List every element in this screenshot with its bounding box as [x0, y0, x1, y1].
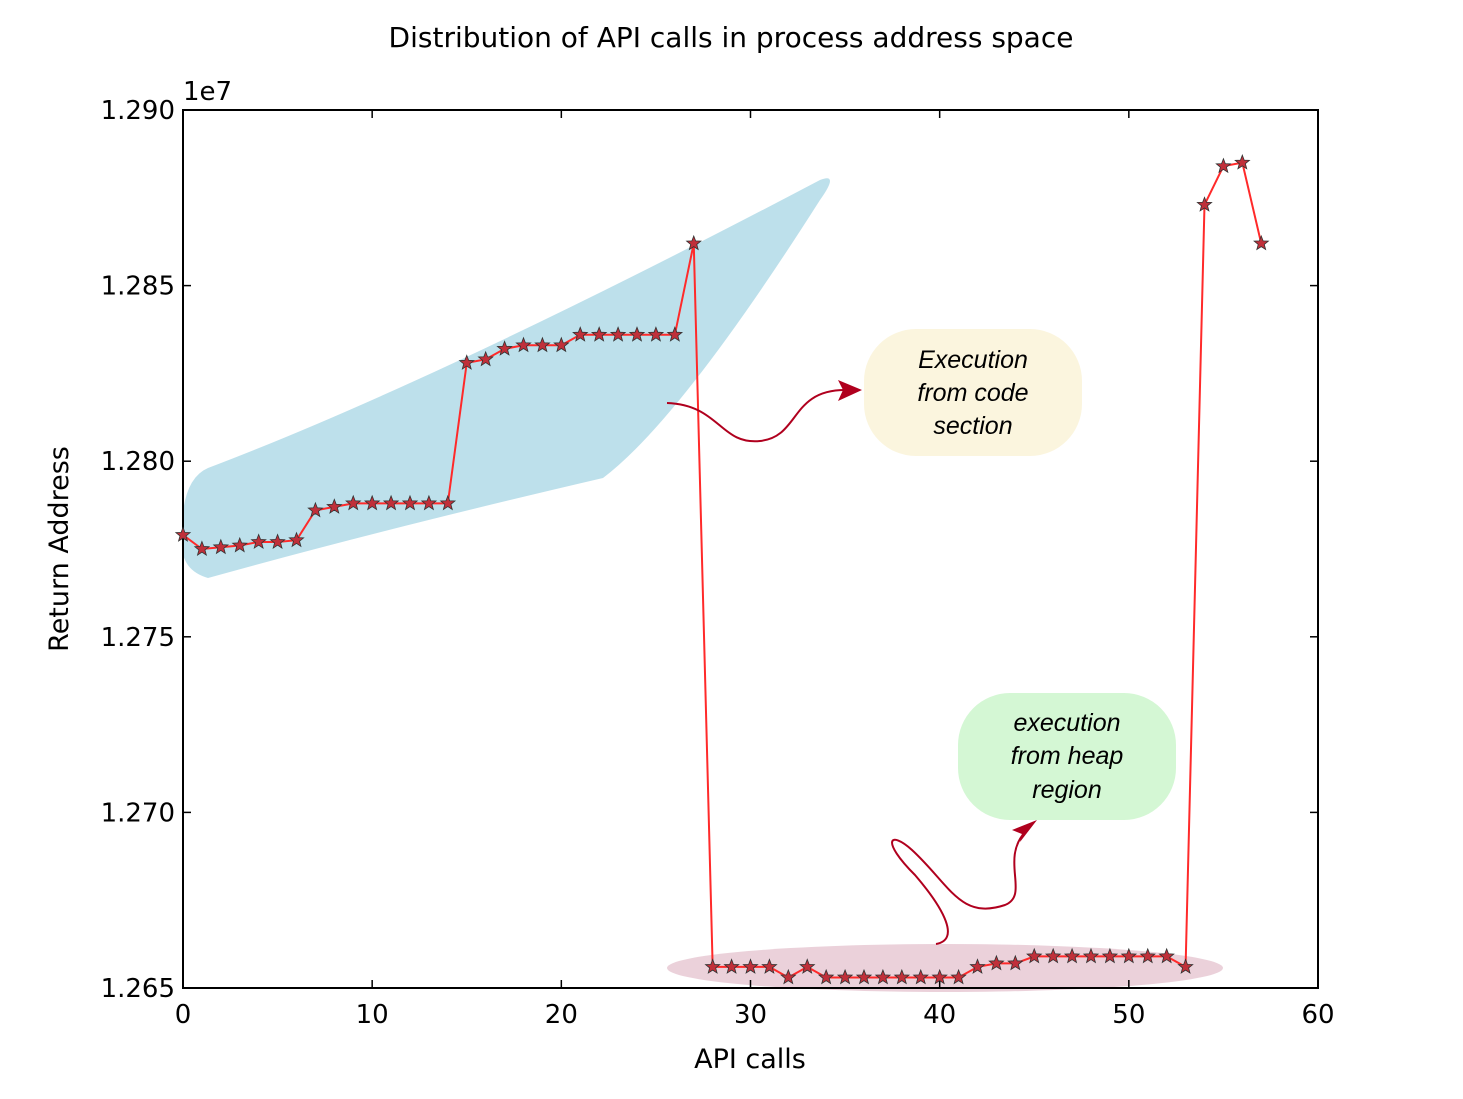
data-point-star — [477, 350, 494, 367]
code-callout-arrow — [666, 389, 846, 443]
data-point-star — [1120, 947, 1138, 964]
data-point-star — [817, 968, 835, 985]
y-tick-label: 1.280 — [101, 447, 175, 477]
y-tick-label: 1.275 — [101, 623, 175, 653]
x-axis: 0 10 20 30 40 50 60 — [175, 110, 1335, 1030]
chart-title: Distribution of API calls in process add… — [389, 21, 1074, 54]
heap-callout-line-1: execution — [1013, 709, 1120, 737]
heap-callout-arrow — [891, 831, 1026, 945]
data-point-star — [685, 234, 702, 251]
data-point-star — [874, 968, 892, 985]
data-point-star — [1196, 196, 1213, 212]
code-arrowhead-icon — [838, 380, 862, 401]
y-tick-label: 1.290 — [101, 96, 175, 126]
y-tick-label: 1.285 — [101, 272, 175, 302]
y-axis-offset-label: 1e7 — [183, 77, 232, 107]
data-point-star — [609, 326, 627, 342]
series-layer — [182, 161, 1263, 979]
data-point-star — [931, 968, 948, 985]
y-axis-title: Return Address — [44, 446, 75, 652]
data-point-star — [799, 958, 816, 974]
data-point-star — [780, 968, 797, 985]
code-callout-line-1: Execution — [918, 346, 1028, 374]
data-point-star — [1177, 958, 1194, 974]
x-tick-label: 20 — [545, 1000, 578, 1030]
data-point-star — [988, 954, 1005, 971]
heap-region-callout: execution from heap region — [891, 693, 1176, 945]
data-point-star — [307, 501, 324, 518]
data-point-star — [912, 968, 929, 985]
data-point-star — [572, 326, 589, 342]
data-point-star — [553, 336, 570, 353]
heap-callout-line-3: region — [1032, 776, 1102, 804]
data-point-star — [704, 958, 721, 974]
code-section-highlight — [181, 178, 830, 578]
data-point-star — [950, 968, 967, 985]
data-point-star — [1139, 947, 1156, 964]
data-point-star — [401, 494, 419, 511]
code-callout-line-3: section — [933, 412, 1012, 440]
data-point-star — [1215, 157, 1232, 174]
data-point-star — [1063, 947, 1081, 964]
data-point-star — [250, 533, 267, 549]
x-axis-title: API calls — [694, 1044, 806, 1075]
data-point-star — [1082, 947, 1100, 964]
x-tick-label: 60 — [1301, 1000, 1334, 1030]
data-point-star — [288, 531, 305, 548]
data-point-star — [1026, 947, 1043, 964]
x-tick-label: 50 — [1112, 1000, 1145, 1030]
data-point-star — [855, 968, 873, 985]
data-point-star — [496, 340, 513, 356]
x-tick-label: 0 — [175, 1000, 192, 1030]
data-point-star — [723, 958, 740, 974]
heap-callout-box — [958, 693, 1176, 820]
data-point-star — [761, 958, 778, 974]
data-point-star — [231, 536, 248, 553]
data-point-star — [1234, 154, 1251, 170]
data-point-star — [893, 968, 911, 985]
data-point-star — [326, 498, 343, 514]
y-tick-label: 1.265 — [101, 974, 175, 1004]
data-point-star — [345, 494, 362, 511]
marker-layer — [174, 154, 1270, 985]
x-tick-label: 30 — [734, 1000, 767, 1030]
data-point-star — [1101, 947, 1119, 964]
data-point-star — [590, 326, 608, 342]
code-callout-box — [864, 329, 1082, 456]
data-point-star — [666, 326, 684, 342]
data-point-star — [382, 494, 400, 511]
x-tick-label: 10 — [356, 1000, 389, 1030]
series-line — [182, 161, 1263, 979]
heap-callout-line-2: from heap — [1011, 742, 1124, 770]
data-point-star — [420, 494, 438, 511]
data-point-star — [174, 526, 192, 542]
code-section-callout: Execution from code section — [666, 329, 1082, 456]
data-point-star — [534, 336, 551, 353]
data-point-star — [628, 326, 646, 342]
data-point-star — [363, 494, 381, 511]
data-point-star — [458, 354, 475, 370]
x-tick-label: 40 — [923, 1000, 956, 1030]
data-point-star — [836, 968, 854, 985]
data-point-star — [1044, 947, 1062, 964]
data-point-star — [193, 540, 211, 556]
data-point-star — [212, 538, 230, 555]
y-axis: 1.265 1.270 1.275 1.280 1.285 1.290 — [101, 96, 1318, 1004]
data-point-star — [515, 336, 532, 353]
data-point-star — [969, 958, 986, 974]
data-point-star — [647, 326, 665, 342]
data-point-star — [439, 494, 457, 511]
y-tick-label: 1.270 — [101, 798, 175, 828]
data-point-star — [742, 958, 759, 974]
data-point-star — [1007, 954, 1024, 971]
code-callout-line-2: from code — [917, 379, 1028, 407]
heap-arrowhead-icon — [1012, 820, 1037, 842]
data-point-star — [1158, 947, 1175, 964]
data-point-star — [269, 533, 286, 549]
data-point-star — [1253, 234, 1270, 251]
